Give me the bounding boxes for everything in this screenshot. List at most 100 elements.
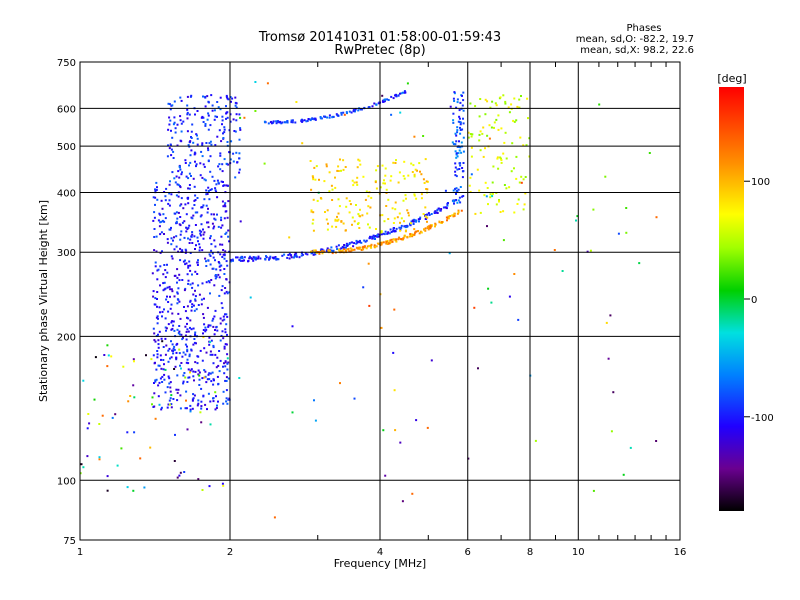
data-point (205, 189, 208, 192)
data-point (186, 108, 189, 111)
data-point (173, 100, 176, 103)
data-point (180, 230, 183, 233)
data-point (291, 325, 294, 328)
data-point (155, 378, 158, 381)
data-point (221, 482, 224, 485)
data-point (455, 152, 458, 155)
data-point (515, 119, 518, 122)
data-point (332, 249, 335, 252)
data-point (221, 319, 224, 322)
data-point (216, 356, 219, 359)
data-point (355, 204, 357, 206)
data-point (215, 268, 218, 271)
data-point (179, 364, 181, 367)
data-point (293, 253, 296, 256)
data-point (172, 350, 175, 352)
data-point (182, 207, 185, 210)
data-point (331, 116, 334, 119)
data-point (185, 262, 188, 265)
data-point (429, 225, 432, 228)
data-point (485, 195, 488, 198)
data-point (415, 219, 418, 222)
data-point (194, 298, 197, 301)
data-point (211, 353, 214, 356)
data-point (387, 99, 390, 101)
data-point (238, 377, 241, 379)
data-point (199, 411, 202, 414)
data-point (220, 289, 223, 292)
data-point (193, 204, 196, 206)
data-point (513, 273, 516, 275)
data-point (196, 197, 199, 199)
data-point (320, 117, 323, 120)
data-point (223, 126, 226, 129)
data-point (175, 220, 178, 223)
data-point (395, 240, 398, 243)
data-point (163, 281, 166, 284)
data-point (607, 357, 610, 360)
data-point (158, 330, 161, 333)
data-point (232, 152, 235, 155)
data-point (461, 195, 464, 198)
data-point (153, 211, 156, 214)
data-point (194, 270, 197, 273)
data-point (500, 127, 503, 130)
data-point (153, 382, 155, 384)
data-point (225, 290, 228, 293)
data-point (470, 173, 473, 176)
data-point (157, 395, 160, 398)
data-point (167, 349, 170, 352)
data-point (210, 143, 213, 146)
data-point (399, 229, 402, 232)
data-point (187, 144, 190, 147)
data-point (226, 357, 229, 360)
data-point (467, 457, 470, 460)
data-point (188, 224, 191, 227)
data-point (323, 180, 326, 183)
data-point (359, 239, 361, 242)
data-point (227, 377, 230, 380)
data-point (216, 404, 218, 407)
data-point (462, 170, 465, 173)
data-point (163, 288, 166, 291)
data-point (107, 354, 110, 357)
data-point (196, 211, 199, 214)
data-point (213, 239, 216, 242)
data-point (160, 231, 163, 234)
data-point (326, 116, 329, 119)
data-point (159, 284, 161, 287)
data-point (178, 273, 181, 276)
data-point (172, 123, 175, 126)
data-point (122, 365, 125, 368)
data-point (149, 446, 152, 449)
data-point (301, 119, 304, 122)
data-point (234, 104, 237, 107)
data-point (312, 176, 315, 179)
data-point (201, 249, 204, 252)
data-point (337, 198, 340, 201)
data-point (159, 251, 162, 254)
data-point (173, 116, 176, 119)
data-point (395, 159, 397, 162)
data-point (368, 237, 371, 240)
data-point (178, 325, 181, 327)
data-point (323, 115, 325, 118)
data-point (337, 170, 340, 172)
data-point (359, 208, 361, 211)
data-point (184, 251, 187, 254)
data-point (372, 234, 375, 237)
data-point (86, 455, 89, 458)
data-point (196, 355, 199, 358)
data-point (345, 205, 348, 208)
data-point (424, 158, 427, 161)
data-point (179, 216, 182, 218)
data-point (157, 333, 159, 336)
data-point (511, 142, 514, 145)
data-point (442, 206, 445, 209)
data-point (154, 303, 157, 306)
y-tick-label: 600 (57, 104, 76, 115)
data-point (229, 96, 232, 98)
data-point (499, 156, 502, 159)
data-point (426, 426, 429, 429)
data-point (337, 218, 340, 221)
